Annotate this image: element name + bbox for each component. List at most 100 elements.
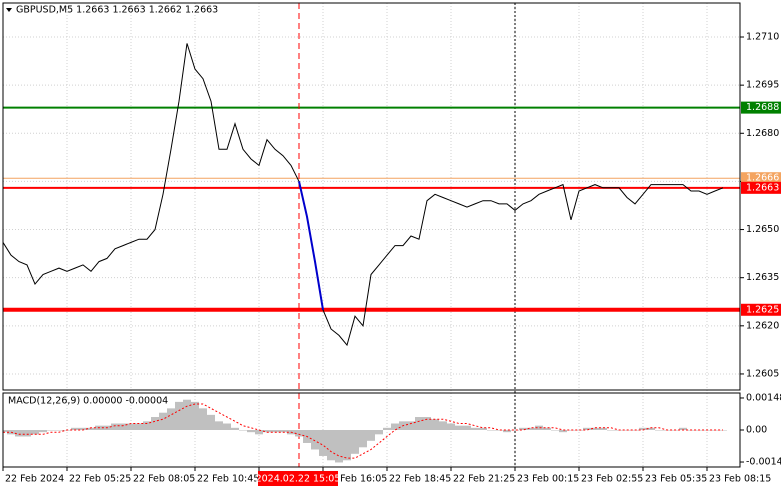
y-tick-label: 0.00148 (746, 392, 781, 403)
macd-bar (559, 430, 567, 433)
macd-bar (319, 430, 327, 456)
x-tick-label: 22 Feb 18:45 (389, 474, 451, 485)
level-label-box (741, 172, 781, 185)
macd-bar (199, 408, 207, 430)
x-tick-label: 23 Feb 08:15 (709, 474, 771, 485)
macd-bar (295, 430, 303, 437)
macd-bar (119, 423, 127, 430)
macd-bar (311, 430, 319, 450)
macd-bar (535, 425, 543, 430)
title-icon (6, 8, 12, 12)
macd-bar (607, 430, 615, 431)
macd-bar (471, 427, 479, 430)
y-tick-label: 1.2620 (746, 320, 779, 331)
macd-bar (31, 430, 39, 435)
macd-bar (191, 401, 199, 430)
level-label: 1.2688 (746, 102, 779, 113)
level-label: 1.2666 (746, 173, 779, 184)
macd-bar (487, 430, 495, 431)
macd-bar (3, 430, 7, 433)
x-tick-label: 23 Feb 02:55 (581, 474, 643, 485)
y-tick-label: 1.2605 (746, 368, 779, 379)
macd-bar (583, 427, 591, 430)
macd-bar (367, 430, 375, 441)
y-tick-label: 1.2710 (746, 32, 779, 43)
macd-bar (639, 427, 647, 430)
macd-bar (383, 427, 391, 430)
level-label-box (741, 181, 781, 194)
macd-bar (151, 417, 159, 430)
x-tick-label: 22 Feb 21:25 (453, 474, 515, 485)
macd-bar (359, 430, 367, 448)
macd-bar (447, 423, 455, 430)
level-label-box (741, 101, 781, 114)
macd-bar (495, 430, 503, 431)
macd-bar (47, 430, 55, 431)
x-tick-label: 22 Feb 16:05 (325, 474, 387, 485)
y-tick-label: 1.2650 (746, 224, 779, 235)
macd-bar (127, 423, 135, 430)
macd-bar (111, 423, 119, 430)
macd-bar (271, 430, 279, 433)
cursor-label: 2024.02.22 15:05 (256, 474, 341, 485)
macd-bar (591, 427, 599, 430)
macd-bar (455, 425, 463, 430)
macd-bar (55, 430, 63, 431)
x-tick-label: 23 Feb 05:35 (645, 474, 707, 485)
y-tick-label: -0.00148 (746, 457, 781, 468)
macd-bar (543, 427, 551, 430)
y-tick-label: 1.2635 (746, 272, 779, 283)
level-label: 1.2625 (746, 304, 779, 315)
macd-bar (335, 430, 343, 463)
macd-bar (239, 430, 247, 431)
macd-bar (519, 427, 527, 430)
macd-bar (183, 399, 191, 430)
macd-bar (647, 427, 655, 430)
x-tick-label: 22 Feb 05:25 (69, 474, 131, 485)
macd-bar (15, 430, 23, 437)
macd-bar (223, 423, 231, 430)
macd-bar (599, 427, 607, 430)
macd-bar (431, 419, 439, 430)
levels-layer (3, 106, 740, 312)
x-tick-label: 23 Feb 00:15 (517, 474, 579, 485)
macd-series (3, 399, 727, 463)
macd-bar (255, 430, 263, 435)
macd-bar (167, 408, 175, 430)
macd-bar (439, 421, 447, 430)
macd-bar (39, 430, 47, 433)
macd-bar (79, 427, 87, 430)
macd-bar (215, 421, 223, 430)
macd-bar (575, 430, 583, 431)
macd-bar (415, 417, 423, 430)
macd-bar (375, 430, 383, 435)
macd-bar (143, 421, 151, 430)
x-tick-label: 22 Feb 2024 (5, 474, 64, 485)
macd-bar (207, 414, 215, 430)
axis-layer: 1.27101.26951.26801.26651.26501.26351.26… (2, 32, 781, 485)
cursor-label-box (258, 471, 338, 486)
macd-bar (135, 423, 143, 430)
price-line (298, 181, 324, 310)
main-frame (2, 2, 741, 391)
macd-bar (87, 427, 95, 430)
macd-bar (407, 421, 415, 430)
macd-bar (567, 430, 575, 431)
macd-bar (343, 430, 351, 461)
macd-bar (351, 430, 359, 454)
x-tick-label: 22 Feb 08:05 (133, 474, 195, 485)
y-tick-label: 1.2695 (746, 80, 779, 91)
macd-bar (423, 417, 431, 430)
macd-bar (279, 430, 287, 433)
y-tick-label: 0.00 (746, 425, 767, 436)
macd-bar (71, 427, 79, 430)
macd-bar (463, 425, 471, 430)
macd-bar (551, 430, 559, 431)
macd-bar (263, 430, 271, 433)
macd-bar (247, 430, 255, 433)
signal-line (3, 403, 723, 459)
chart-title: GBPUSD,M5 1.2663 1.2663 1.2662 1.2663 (16, 5, 218, 16)
macd-bar (479, 427, 487, 430)
